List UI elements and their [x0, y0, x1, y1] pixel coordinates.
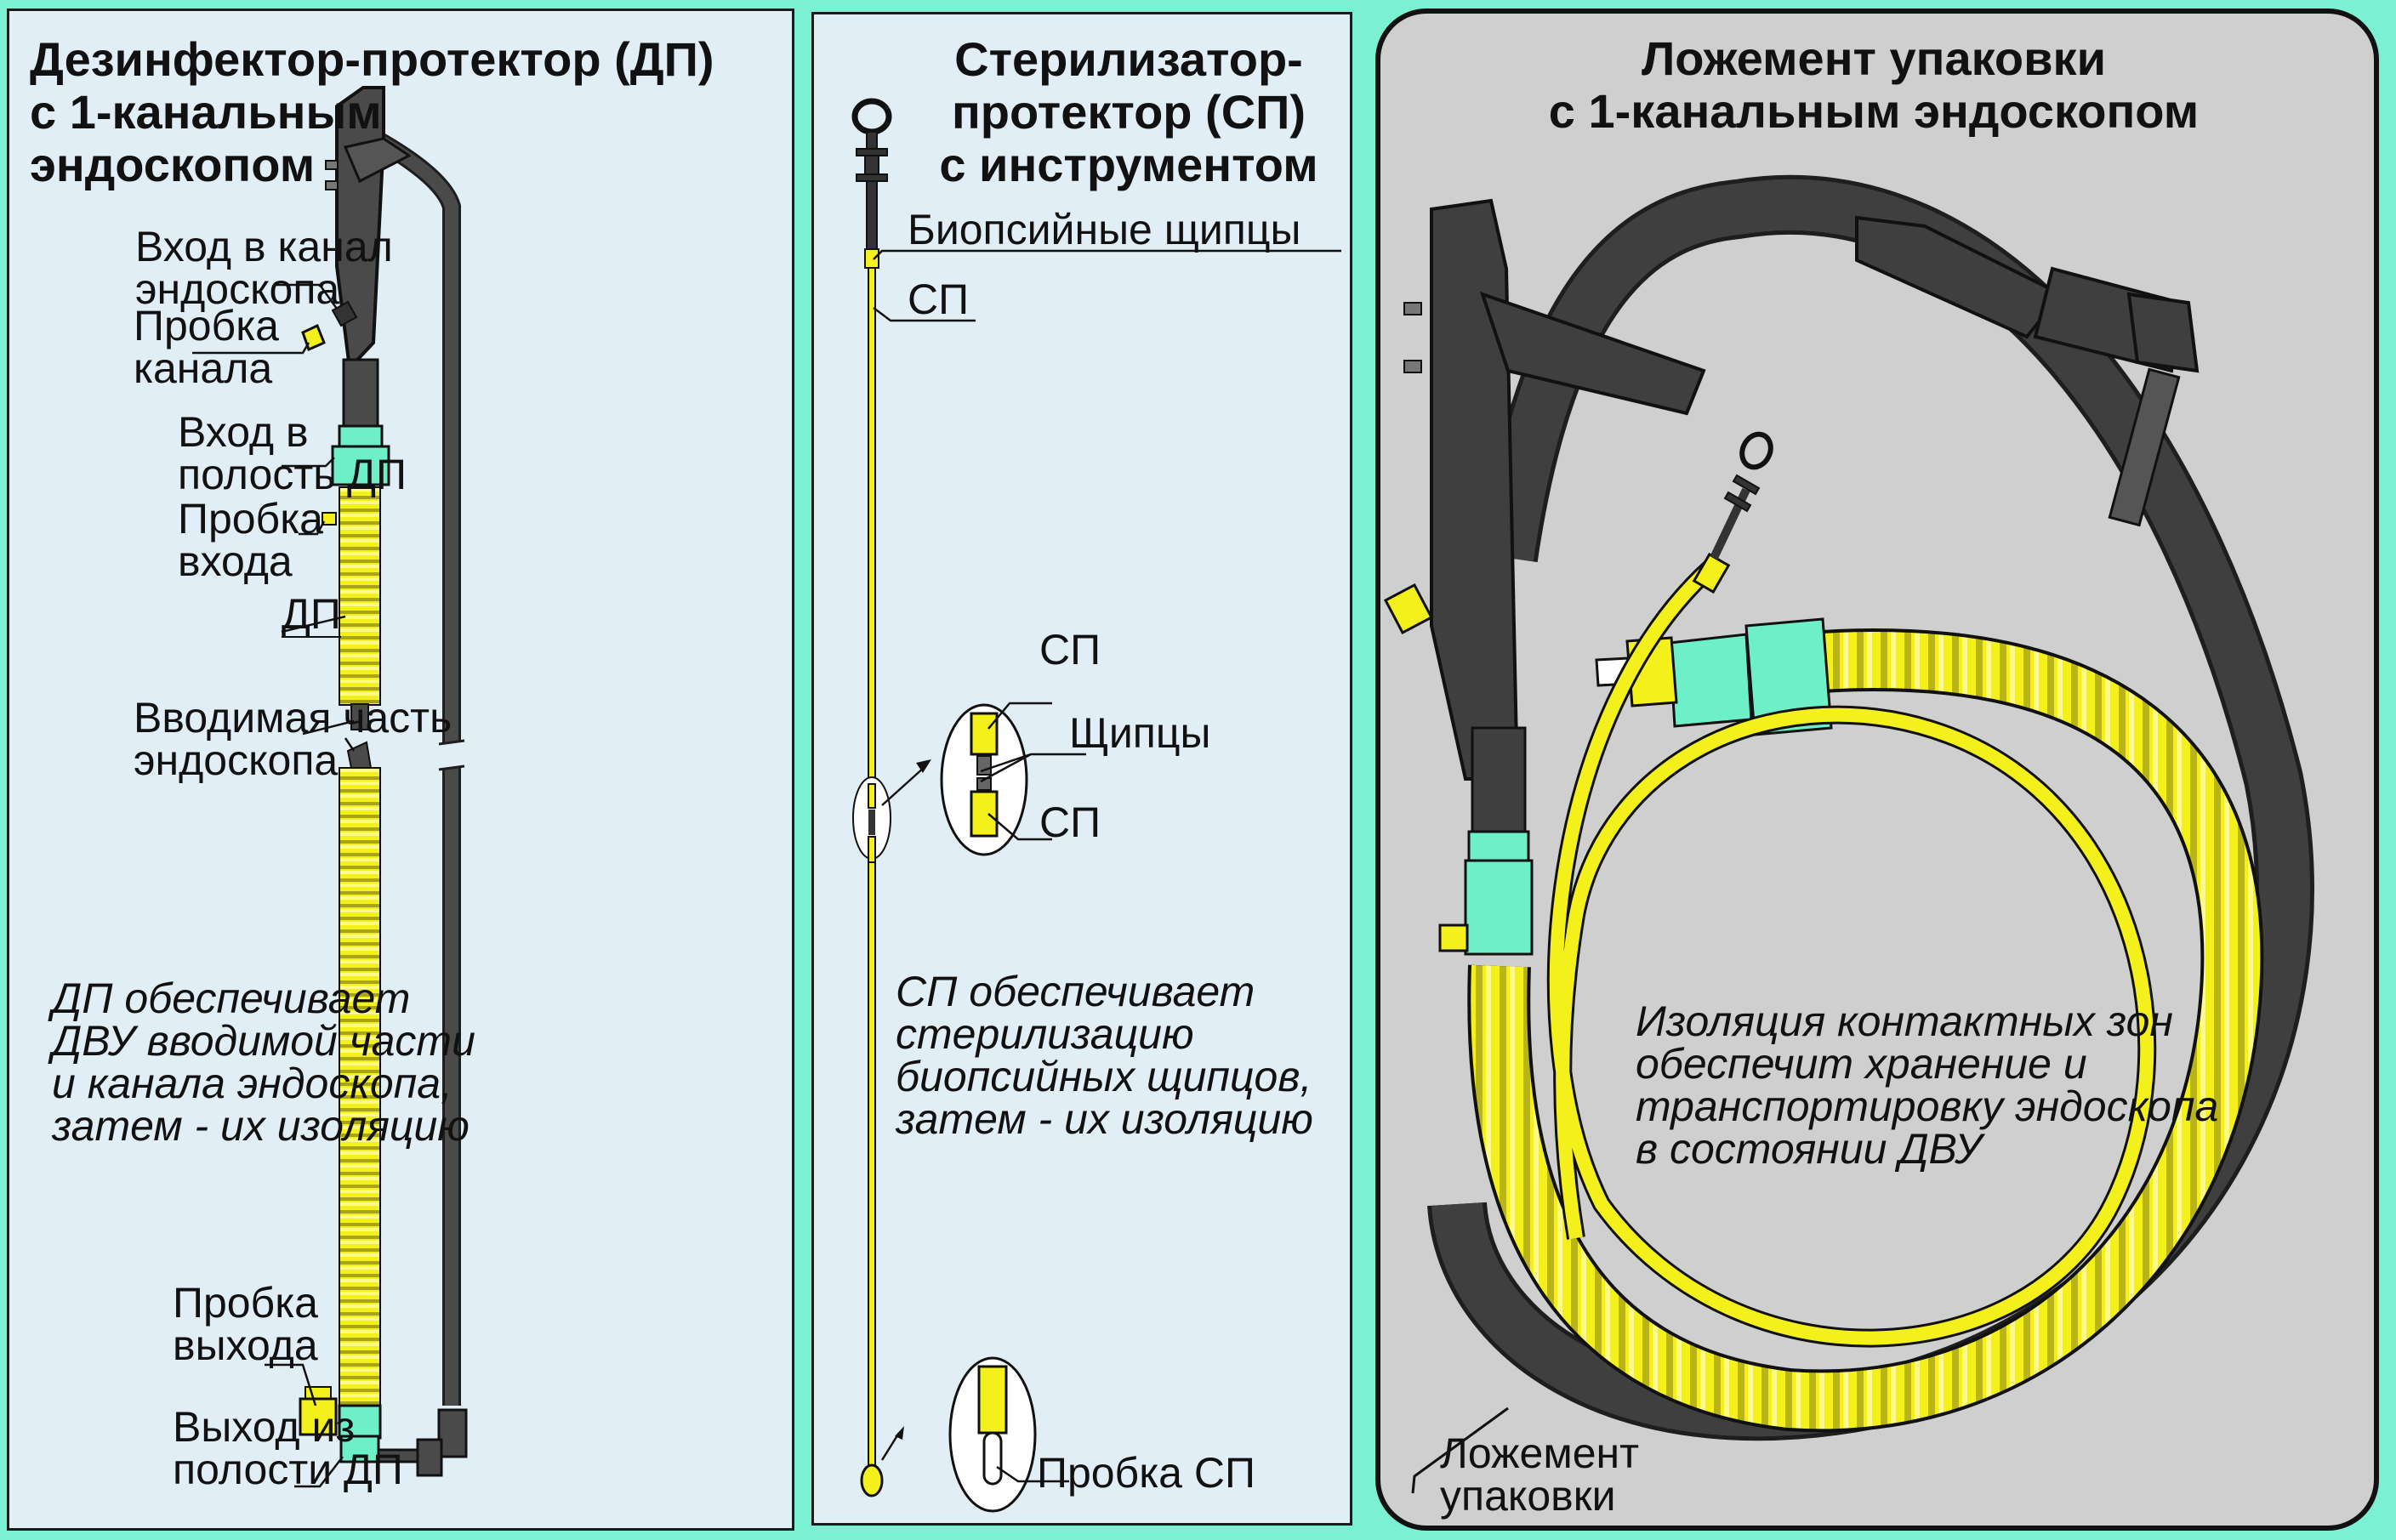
exit-plug-icon	[299, 1397, 338, 1436]
package-note: Изоляция контактных зон обеспечит хранен…	[1636, 997, 2219, 1173]
dp-lower	[339, 767, 381, 1406]
label-cavity-entry: Вход в полость ДП	[178, 408, 407, 498]
label-dp: ДП	[282, 590, 341, 638]
forceps-ring-icon	[851, 98, 892, 135]
channel-plug-icon	[1383, 582, 1434, 635]
sp-note: СП обеспечивает стерилизацию биопсийных …	[896, 968, 1313, 1143]
dp-corrugated	[1471, 631, 2261, 1429]
entry-plug-icon	[322, 512, 337, 526]
cavity-entry-connector	[1467, 830, 1530, 864]
sp-plug-icon	[860, 1463, 884, 1497]
label-insertion-part: Вводимая часть эндоскопа	[134, 694, 452, 784]
dp-title: Дезинфектор-протектор (ДП) с 1-канальным…	[30, 32, 714, 191]
panel-package: Ложемент упаковки с 1-канальным эндоскоп…	[1375, 9, 2379, 1531]
control-body	[1430, 198, 1519, 781]
panel-dp: Дезинфектор-протектор (ДП) с 1-канальным…	[7, 9, 794, 1531]
label-exit-plug: Пробка выхода	[173, 1279, 318, 1369]
sp-tube	[868, 267, 876, 1485]
label-sp-detail-bottom: СП	[1039, 798, 1101, 846]
label-cavity-exit: Выход из полости ДП	[173, 1403, 403, 1493]
package-title: Ложемент упаковки с 1-канальным эндоскоп…	[1548, 31, 2200, 138]
dp-note: ДП обеспечивает ДВУ вводимой части и кан…	[52, 975, 475, 1150]
label-forceps: Щипцы	[1069, 709, 1211, 757]
dp-illustration	[192, 86, 468, 1488]
panel-sp: Стерилизатор- протектор (СП) с инструмен…	[811, 12, 1352, 1526]
dp-upper	[339, 486, 381, 706]
label-package: Ложемент упаковки	[1440, 1429, 1640, 1520]
label-sp-detail-top: СП	[1039, 626, 1101, 673]
cavity-entry-connector	[331, 445, 390, 486]
label-sp-top: СП	[908, 276, 970, 323]
label-sp-plug: Пробка СП	[1037, 1449, 1255, 1497]
label-biopsy-forceps: Биопсийные щипцы	[908, 206, 1301, 253]
sp-tube	[1549, 561, 2154, 1345]
sp-title: Стерилизатор- протектор (СП) с инструмен…	[939, 32, 1318, 191]
cavity-exit-connector	[338, 1404, 382, 1440]
label-channel-plug: Пробка канала	[134, 302, 279, 392]
label-entry-plug: Пробка входа	[178, 495, 323, 585]
label-channel-entry: Вход в канал эндоскопа	[135, 223, 393, 313]
package-illustration	[1383, 174, 2314, 1494]
sp-illustration	[851, 98, 1341, 1513]
